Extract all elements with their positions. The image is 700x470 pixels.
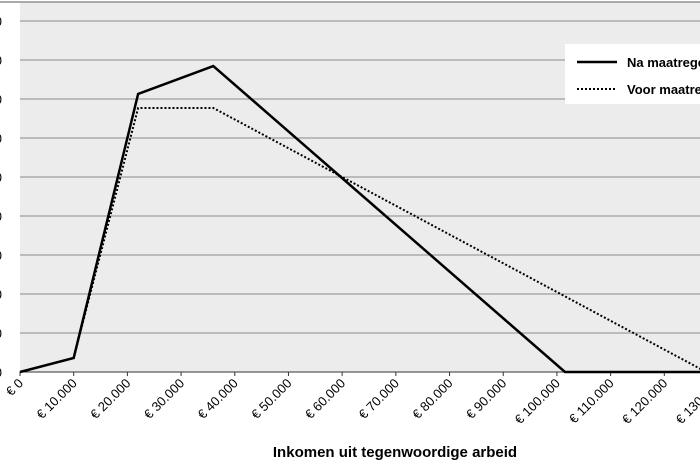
series-line [19, 64, 700, 374]
legend-label: Voor maatregelen [627, 82, 700, 97]
y-tick-label: 0 [0, 53, 2, 68]
y-tick-label: 0 [0, 14, 2, 29]
y-tick-label: 0 [0, 287, 2, 302]
legend-label: Na maatregelen [627, 55, 700, 70]
y-tick-label: 0 [0, 326, 2, 341]
y-tick-label: 0 [0, 131, 2, 146]
y-tick-label: 0 [0, 365, 2, 380]
y-tick-label: 0 [0, 92, 2, 107]
x-axis-title: Inkomen uit tegenwoordige arbeid [273, 444, 517, 461]
y-tick-label: 0 [0, 209, 2, 224]
y-tick-label: 0 [0, 248, 2, 263]
y-tick-label: 0 [0, 170, 2, 185]
legend-box [565, 44, 700, 104]
